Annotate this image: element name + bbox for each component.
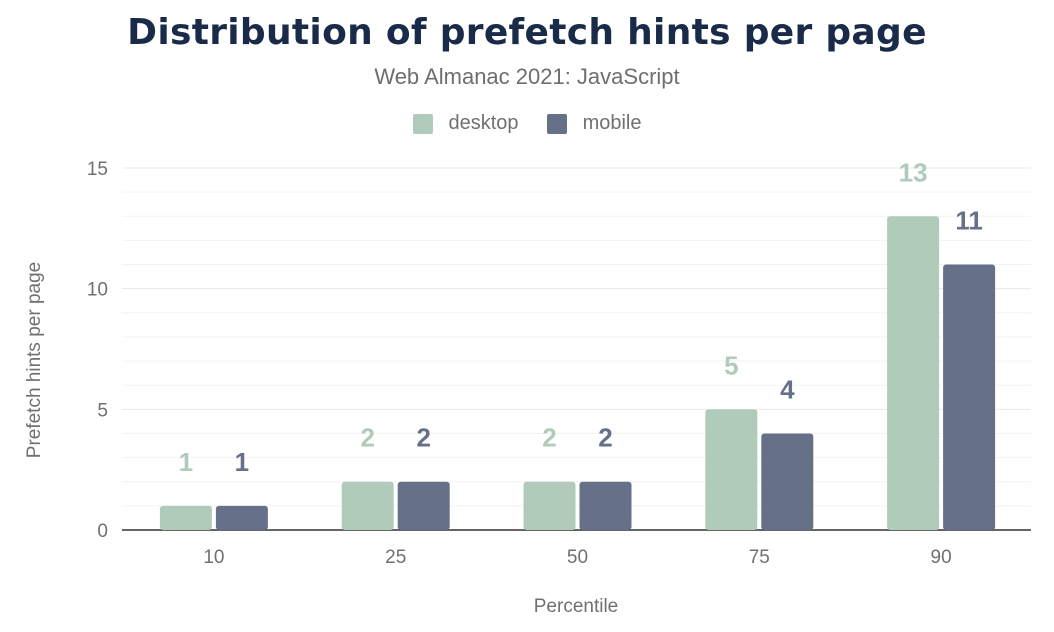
bar-desktop	[341, 481, 394, 530]
bar-mobile	[761, 433, 814, 530]
x-tick-label: 75	[749, 547, 770, 568]
legend-label-mobile: mobile	[582, 112, 642, 134]
data-label-mobile: 2	[416, 423, 430, 453]
legend-swatch-desktop	[412, 113, 433, 134]
data-label-desktop: 1	[179, 447, 193, 477]
data-label-desktop: 13	[899, 157, 928, 187]
legend-item-desktop[interactable]: desktop	[412, 112, 519, 135]
y-tick-label: 5	[97, 400, 108, 421]
y-axis-label: Prefetch hints per page	[24, 262, 45, 458]
y-tick-label: 10	[87, 280, 108, 301]
bar-mobile	[397, 481, 450, 530]
x-axis-label: Percentile	[534, 596, 619, 617]
data-label-desktop: 2	[542, 423, 556, 453]
data-label-mobile: 1	[235, 447, 249, 477]
bar-desktop	[159, 505, 212, 530]
legend-swatch-mobile	[546, 113, 567, 134]
data-label-desktop: 5	[724, 350, 738, 380]
bar-mobile	[579, 481, 632, 530]
chart-subtitle: Web Almanac 2021: JavaScript	[374, 64, 680, 89]
y-tick-label: 15	[87, 159, 108, 180]
chart-title: Distribution of prefetch hints per page	[127, 12, 927, 53]
data-label-mobile: 11	[955, 206, 983, 236]
bar-mobile	[943, 264, 996, 530]
x-tick-label: 25	[385, 547, 406, 568]
x-tick-label: 90	[931, 547, 952, 568]
bar-desktop	[887, 216, 940, 530]
bar-mobile	[215, 505, 268, 530]
x-tick-label: 50	[567, 547, 588, 568]
bar-desktop	[523, 481, 576, 530]
x-tick-label: 10	[203, 547, 224, 568]
data-label-desktop: 2	[360, 423, 374, 453]
data-label-mobile: 2	[598, 423, 612, 453]
y-tick-label: 0	[97, 521, 108, 542]
legend: desktop mobile	[0, 112, 1054, 135]
data-label-mobile: 4	[780, 374, 795, 404]
bar-desktop	[705, 409, 758, 530]
legend-label-desktop: desktop	[448, 112, 519, 134]
legend-item-mobile[interactable]: mobile	[546, 112, 642, 135]
